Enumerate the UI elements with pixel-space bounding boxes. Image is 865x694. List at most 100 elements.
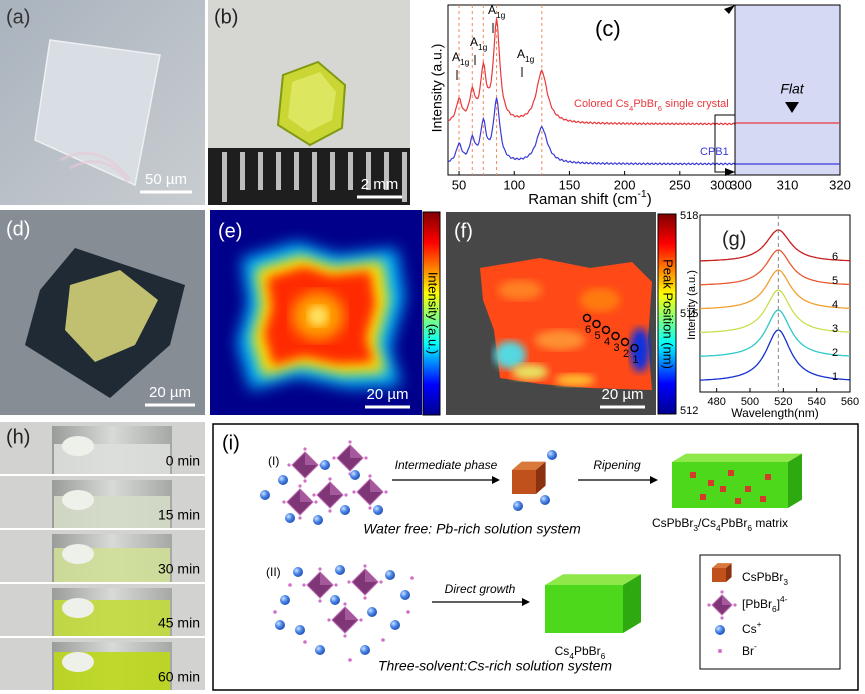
product-label: CsPbBr3/Cs4PbBr6 matrix <box>652 516 788 533</box>
panel-label: (e) <box>218 220 242 242</box>
curve-label: 5 <box>832 275 838 287</box>
arrowhead <box>725 168 735 176</box>
octahedron-face <box>370 479 383 492</box>
br-ion <box>287 463 291 467</box>
cube-top <box>712 563 732 568</box>
text-part: ] <box>777 597 780 611</box>
cube-front <box>712 568 726 582</box>
br-ion <box>410 576 414 580</box>
cs-ion <box>360 645 370 655</box>
curve-label: 4 <box>832 299 838 311</box>
cs-ion <box>313 515 323 525</box>
map-patch <box>555 374 595 386</box>
legend-label: Br- <box>742 641 757 658</box>
ruler-tick <box>366 152 371 190</box>
text-part: 4- <box>780 594 788 604</box>
text-part: PbBr <box>574 644 601 658</box>
arrowhead <box>522 598 530 606</box>
x-tick-label: 500 <box>741 396 759 408</box>
cs-ion <box>293 567 303 577</box>
text-part: CsPbBr <box>652 516 693 530</box>
crystal-top <box>672 453 802 462</box>
cs-ion <box>547 450 557 460</box>
arrowhead <box>492 476 500 484</box>
zoom-region <box>734 4 841 176</box>
br-ion <box>368 506 372 510</box>
point-label: 1 <box>633 354 639 366</box>
crystal-top <box>545 574 641 585</box>
point-marker <box>630 343 639 353</box>
br-ion <box>384 490 388 494</box>
crystal-core <box>65 270 158 362</box>
br-ion <box>273 610 277 614</box>
ruler-tick <box>222 152 227 202</box>
crystal-pellet <box>62 544 94 564</box>
cs-ion <box>295 625 305 635</box>
br-ion <box>406 610 410 614</box>
octahedron-face <box>350 445 363 458</box>
text-part: 1g <box>478 42 488 52</box>
map-patch <box>498 280 542 300</box>
br-ion <box>348 440 352 444</box>
x-tick-label: 310 <box>777 177 799 192</box>
colorbar-tick-label: 518 <box>680 210 698 222</box>
interference <box>59 151 132 183</box>
text-part: A <box>452 50 460 64</box>
cs-ion <box>278 475 288 485</box>
cs-ion <box>367 607 377 617</box>
text-part: Colored Cs <box>574 98 630 110</box>
text-part: 1g <box>460 57 470 67</box>
br-ion <box>298 484 302 488</box>
cube-top <box>512 461 546 470</box>
crystal-pellet <box>62 598 94 618</box>
colorbar-tick-label: 512 <box>680 405 698 417</box>
route-caption: Water free: Pb-rich solution system <box>363 521 581 537</box>
peak-label: A1g <box>452 50 470 67</box>
text-part: -1 <box>637 188 646 200</box>
br-ion <box>327 618 331 622</box>
spectrum <box>699 329 851 381</box>
ruler-tick <box>312 152 317 202</box>
text-part: A <box>488 3 496 17</box>
curve-label: 1 <box>832 371 838 383</box>
br-ion <box>328 509 332 513</box>
cs-ion <box>373 505 383 515</box>
spectrum <box>700 249 851 286</box>
scale-bar-label: 20 µm <box>602 386 644 403</box>
br-ion <box>720 616 724 620</box>
panel-label: (g) <box>722 228 746 250</box>
br-ion <box>359 618 363 622</box>
spectrum <box>700 289 851 334</box>
octahedron-face <box>330 482 343 495</box>
point-marker <box>611 331 620 341</box>
point-marker <box>582 313 592 323</box>
br-ion <box>334 583 338 587</box>
octahedron-face <box>305 452 318 465</box>
text-part: + <box>757 619 762 629</box>
text-part: 4 <box>569 651 574 661</box>
text-part: 6 <box>772 604 777 614</box>
text-part: CsPbBr <box>742 570 783 584</box>
map-layer <box>308 306 328 326</box>
point-label: 3 <box>614 342 620 354</box>
embedded-cspbbr3 <box>690 472 696 478</box>
peak-label: A1g <box>470 35 488 52</box>
br-ion <box>303 447 307 451</box>
br-ion <box>720 590 724 594</box>
br-ion <box>303 640 307 644</box>
colorbar-tick-label: 515 <box>680 308 698 320</box>
x-axis-title: Wavelength(nm) <box>731 406 819 420</box>
embedded-cspbbr3 <box>700 494 706 500</box>
step-label: Intermediate phase <box>395 458 498 472</box>
br-ion <box>288 583 292 587</box>
series-label: CPB1 <box>700 146 729 158</box>
text-part: 4 <box>629 104 634 113</box>
legend-label: CsPbBr3 <box>742 570 788 587</box>
br-ion <box>282 500 286 504</box>
point-label: 4 <box>604 336 610 348</box>
text-part: PbBr <box>721 516 748 530</box>
route-label: (II) <box>266 565 281 579</box>
scale-bar-label: 2 mm <box>361 176 399 193</box>
y-axis-title: Intensity (a.u.) <box>686 270 698 340</box>
